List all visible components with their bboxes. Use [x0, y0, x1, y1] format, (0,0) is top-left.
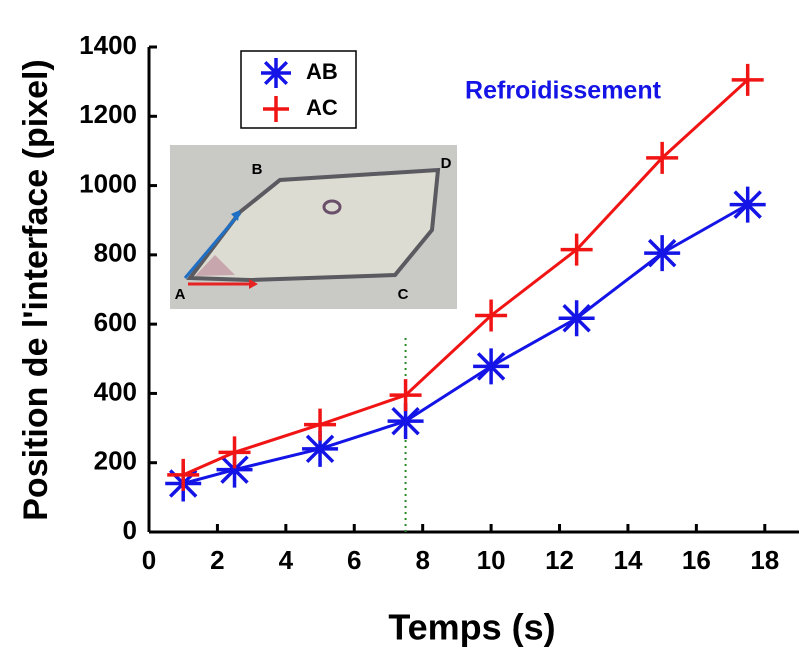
inset-label: D: [441, 155, 452, 172]
plus-marker: [389, 379, 422, 412]
y-tick-label: 600: [94, 307, 137, 337]
star-marker: [261, 58, 291, 88]
plus-marker: [475, 299, 508, 332]
inset-label: B: [252, 161, 263, 178]
plus-marker: [731, 63, 764, 96]
y-tick-label: 0: [123, 515, 137, 545]
x-tick-label: 10: [477, 545, 506, 575]
annotation: Refroidissement: [465, 77, 662, 105]
x-tick-label: 4: [279, 545, 294, 575]
inset-photo: [170, 145, 457, 309]
plus-marker: [263, 96, 289, 122]
plus-marker: [646, 141, 679, 174]
star-marker: [644, 235, 681, 272]
plus-marker: [167, 458, 200, 491]
star-marker: [387, 403, 424, 440]
legend-label: AB: [306, 59, 338, 84]
plus-marker: [560, 233, 593, 266]
series-line: [182, 203, 749, 485]
x-tick-label: 12: [545, 545, 574, 575]
inset-label: A: [175, 286, 186, 303]
plus-marker: [304, 408, 337, 441]
x-tick-label: 18: [750, 545, 779, 575]
star-marker: [729, 186, 766, 223]
y-axis-title: Position de l'interface (pixel): [17, 59, 55, 521]
star-marker: [216, 451, 253, 488]
y-tick-label: 400: [94, 376, 137, 406]
y-tick-label: 1000: [79, 168, 137, 198]
legend-box: [240, 50, 357, 129]
y-tick-label: 200: [94, 446, 137, 476]
star-marker: [558, 300, 595, 337]
y-tick-label: 1400: [79, 30, 137, 60]
star-marker: [302, 430, 339, 467]
x-tick-label: 16: [682, 545, 711, 575]
x-tick-label: 2: [210, 545, 224, 575]
y-tick-label: 1200: [79, 99, 137, 129]
x-tick-label: 0: [142, 545, 156, 575]
plus-marker: [218, 436, 251, 469]
star-marker: [473, 348, 510, 385]
x-tick-label: 6: [347, 545, 361, 575]
x-tick-label: 14: [613, 545, 642, 575]
legend-label: AC: [306, 95, 338, 120]
series-line: [182, 78, 749, 477]
inset-label: C: [398, 286, 409, 303]
x-tick-label: 8: [415, 545, 429, 575]
y-tick-label: 800: [94, 238, 137, 268]
x-axis-title: Temps (s): [388, 607, 555, 648]
